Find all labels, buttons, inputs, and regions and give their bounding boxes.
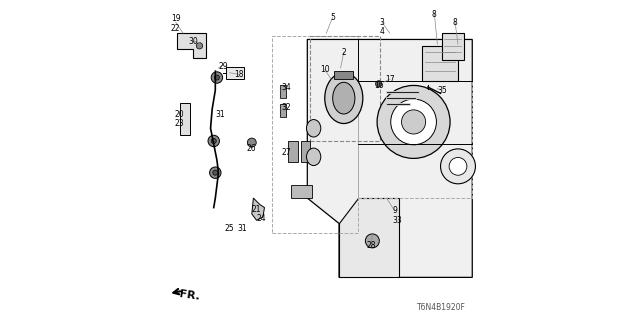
Bar — [280, 85, 286, 98]
Circle shape — [210, 167, 221, 178]
Bar — [358, 81, 472, 198]
Text: 32: 32 — [282, 103, 291, 112]
Text: 31: 31 — [237, 224, 247, 233]
Bar — [291, 185, 312, 198]
Circle shape — [247, 138, 256, 147]
Ellipse shape — [307, 120, 321, 137]
Circle shape — [440, 149, 476, 184]
Ellipse shape — [324, 73, 363, 124]
Polygon shape — [177, 33, 206, 59]
Bar — [301, 141, 310, 162]
Bar — [288, 141, 298, 162]
Text: 17: 17 — [385, 75, 395, 84]
Bar — [442, 33, 465, 60]
Text: 8: 8 — [452, 18, 457, 27]
Polygon shape — [307, 39, 472, 277]
Text: 22: 22 — [171, 24, 180, 33]
Text: 23: 23 — [174, 119, 184, 128]
Circle shape — [212, 170, 218, 175]
Ellipse shape — [333, 82, 355, 114]
Bar — [310, 36, 380, 141]
Bar — [334, 71, 353, 79]
Text: 2: 2 — [341, 48, 346, 57]
Circle shape — [208, 135, 220, 147]
Circle shape — [449, 157, 467, 175]
Circle shape — [214, 75, 220, 80]
Text: 24: 24 — [257, 214, 266, 223]
Text: 31: 31 — [215, 109, 225, 118]
Text: 3: 3 — [380, 18, 384, 27]
Text: 16: 16 — [374, 81, 383, 90]
Circle shape — [377, 85, 450, 158]
Bar — [227, 67, 244, 79]
Text: 21: 21 — [252, 205, 261, 214]
Text: 26: 26 — [247, 144, 257, 153]
Text: 20: 20 — [174, 109, 184, 118]
Text: 4: 4 — [380, 27, 384, 36]
Bar — [280, 105, 286, 117]
Text: T6N4B1920F: T6N4B1920F — [417, 303, 466, 312]
Circle shape — [391, 99, 436, 145]
Text: 8: 8 — [432, 10, 436, 19]
Text: 27: 27 — [282, 148, 291, 156]
Circle shape — [401, 110, 426, 134]
Circle shape — [196, 43, 203, 49]
Text: FR.: FR. — [179, 289, 200, 302]
Text: 25: 25 — [225, 224, 234, 233]
Circle shape — [376, 81, 382, 87]
Text: 34: 34 — [282, 83, 292, 92]
Text: 35: 35 — [437, 86, 447, 95]
Polygon shape — [252, 198, 264, 220]
Circle shape — [365, 234, 380, 248]
Ellipse shape — [307, 148, 321, 165]
Text: 9: 9 — [392, 206, 397, 215]
Text: 19: 19 — [171, 14, 180, 23]
Text: 30: 30 — [188, 36, 198, 45]
Circle shape — [211, 72, 223, 83]
Polygon shape — [180, 103, 190, 135]
Text: 33: 33 — [393, 216, 403, 225]
Text: 18: 18 — [234, 70, 244, 79]
Text: 28: 28 — [366, 241, 376, 250]
Bar — [422, 46, 458, 81]
Text: 5: 5 — [330, 13, 335, 22]
Text: 10: 10 — [320, 65, 330, 74]
Circle shape — [211, 139, 216, 143]
Bar — [273, 36, 358, 233]
Polygon shape — [339, 198, 399, 277]
Text: 29: 29 — [218, 62, 228, 71]
